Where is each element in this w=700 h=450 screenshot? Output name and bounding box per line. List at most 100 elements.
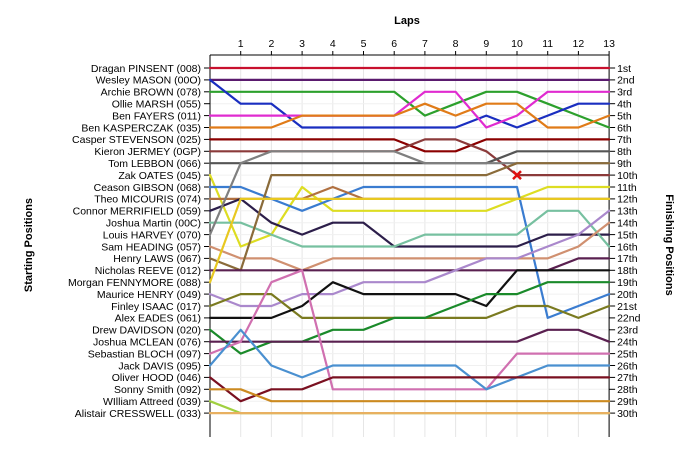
- start-label: Connor MERRIFIELD (059): [73, 206, 201, 218]
- finish-label: 20th: [617, 289, 638, 301]
- start-label: Finley ISAAC (017): [111, 301, 201, 313]
- finish-label: 10th: [617, 170, 638, 182]
- finish-label: 2nd: [617, 75, 635, 87]
- start-label: Ollie MARSH (055): [112, 99, 201, 111]
- finish-label: 29th: [617, 396, 638, 408]
- starting-position-labels: Dragan PINSENT (008)Wesley MASON (00O)Ar…: [68, 63, 210, 420]
- finish-label: 19th: [617, 277, 638, 289]
- series-line: [208, 185, 611, 319]
- start-label: Jack DAVIS (095): [118, 360, 201, 372]
- finish-label: 13th: [617, 206, 638, 218]
- finish-label: 23rd: [617, 325, 638, 337]
- series-line: [208, 328, 611, 343]
- x-tick-label: 1: [238, 38, 244, 50]
- finish-label: 26th: [617, 360, 638, 372]
- start-label: Sonny Smith (092): [114, 384, 201, 396]
- start-label: Sebastian BLOCH (097): [88, 348, 201, 360]
- series-line: [208, 209, 611, 308]
- finish-label: 7th: [617, 134, 632, 146]
- finish-label: 3rd: [617, 87, 632, 99]
- x-tick-label: 4: [330, 38, 336, 50]
- finish-label: 27th: [617, 372, 638, 384]
- series-line: [208, 269, 611, 319]
- series-line: [208, 376, 611, 403]
- x-tick-label: 8: [453, 38, 459, 50]
- finish-label: 11th: [617, 182, 637, 194]
- finish-label: 21st: [617, 301, 637, 313]
- start-label: Maurice HENRY (049): [97, 289, 201, 301]
- retirement-marker: [512, 170, 522, 180]
- x-tick-label: 12: [573, 38, 585, 50]
- finish-label: 28th: [617, 384, 638, 396]
- series-line: [208, 388, 611, 403]
- start-label: Oliver HOOD (046): [112, 372, 201, 384]
- x-tick-label: 7: [422, 38, 428, 50]
- series-line: [208, 174, 611, 248]
- finishing-position-labels: 1st2nd3rd4th5th6th7th8th9th10th11th12th1…: [609, 63, 641, 420]
- series-line: [208, 328, 611, 391]
- series-line: [208, 221, 611, 272]
- series-lines: [208, 66, 611, 415]
- x-tick-label: 11: [542, 38, 553, 50]
- x-tick-label: 5: [361, 38, 367, 50]
- start-label: Alistair CRESSWELL (033): [75, 408, 201, 420]
- x-tick-label: 13: [603, 38, 615, 50]
- y-axis-title-left: Starting Positions: [23, 198, 35, 292]
- start-label: Alex EADES (061): [115, 313, 201, 325]
- series-line: [208, 400, 611, 415]
- x-tick-label: 6: [391, 38, 397, 50]
- start-label: Ben FAYERS (011): [112, 110, 201, 122]
- start-label: Archie BROWN (078): [101, 87, 201, 99]
- finish-label: 30th: [617, 408, 638, 420]
- x-tick-label: 10: [511, 38, 523, 50]
- x-axis-title: Laps: [394, 15, 420, 27]
- series-line: [208, 185, 611, 200]
- finish-label: 1st: [617, 63, 631, 75]
- start-label: Casper STEVENSON (025): [72, 134, 201, 146]
- finish-label: 16th: [617, 241, 638, 253]
- start-label: Dragan PINSENT (008): [91, 63, 201, 75]
- series-line: [208, 197, 611, 284]
- start-label: Zak OATES (045): [118, 170, 201, 182]
- finish-label: 24th: [617, 337, 638, 349]
- series-line: [208, 209, 611, 248]
- start-label: Sam HEADING (057): [101, 241, 201, 253]
- series-line: [208, 150, 611, 165]
- finish-label: 12th: [617, 194, 638, 206]
- finish-label: 18th: [617, 265, 638, 277]
- finish-label: 22nd: [617, 313, 641, 325]
- finish-label: 9th: [617, 158, 632, 170]
- finish-label: 14th: [617, 218, 638, 230]
- series-line: [208, 90, 611, 129]
- x-tick-label: 2: [268, 38, 274, 50]
- start-label: Ceason GIBSON (068): [94, 182, 201, 194]
- series-line: [208, 197, 611, 248]
- series-line: [208, 78, 611, 129]
- finish-label: 8th: [617, 146, 632, 158]
- finish-label: 4th: [617, 99, 632, 111]
- start-label: Ben KASPERCZAK (035): [81, 122, 201, 134]
- finish-label: 17th: [617, 253, 638, 265]
- finish-label: 15th: [617, 229, 638, 241]
- start-label: Tom LEBBON (066): [108, 158, 201, 170]
- series-line: [208, 162, 611, 272]
- start-label: Kieron JERMEY (0GP): [94, 146, 201, 158]
- finish-label: 5th: [617, 110, 632, 122]
- start-label: Wesley MASON (00O): [96, 75, 201, 87]
- start-label: Henry LAWS (067): [113, 253, 201, 265]
- series-line: [208, 269, 611, 391]
- finish-label: 6th: [617, 122, 632, 134]
- start-label: Joshua Martin (00C): [106, 218, 201, 230]
- annotation-markers: [512, 170, 522, 180]
- start-label: Drew DAVIDSON (020): [92, 325, 201, 337]
- start-label: Louis HARVEY (070): [103, 229, 201, 241]
- start-label: Theo MICOURIS (074): [94, 194, 201, 206]
- series-line: [208, 102, 611, 129]
- y-axis-title-right: Finishing Positions: [663, 194, 675, 295]
- x-tick-label: 3: [299, 38, 305, 50]
- start-label: Nicholas REEVE (012): [95, 265, 201, 277]
- start-label: WIlliam Attreed (039): [103, 396, 201, 408]
- x-ticks: 1 2 3 4 5 6 7 8 9 10 11 12 13: [238, 38, 615, 55]
- start-label: Joshua MCLEAN (076): [93, 337, 201, 349]
